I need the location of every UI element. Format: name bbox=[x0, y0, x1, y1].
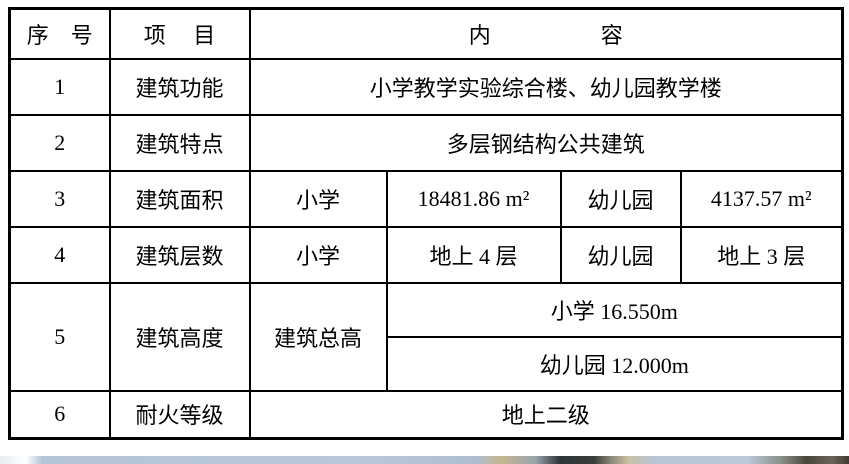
cell-serial-no: 3 bbox=[8, 169, 111, 228]
cell-sub-label-kindergarten: 幼儿园 bbox=[559, 225, 682, 284]
cell-content-value: 多层钢结构公共建筑 bbox=[248, 113, 844, 172]
cell-value-primary-school-storeys: 地上 4 层 bbox=[385, 225, 562, 284]
cell-sub-label-total-height: 建筑总高 bbox=[248, 281, 388, 392]
table-row-building-height: 5 建筑高度 建筑总高 小学 16.550m bbox=[8, 281, 844, 392]
cell-content-value: 小学教学实验综合楼、幼儿园教学楼 bbox=[248, 57, 844, 116]
table-row-building-function: 1 建筑功能 小学教学实验综合楼、幼儿园教学楼 bbox=[8, 57, 844, 116]
cell-value-kindergarten-height: 幼儿园 12.000m bbox=[385, 335, 844, 392]
cell-item-label: 建筑面积 bbox=[108, 169, 251, 228]
cell-serial-no: 4 bbox=[8, 225, 111, 284]
cell-item-label: 建筑特点 bbox=[108, 113, 251, 172]
cell-item-label: 建筑层数 bbox=[108, 225, 251, 284]
cell-serial-no: 5 bbox=[8, 281, 111, 392]
header-cell-content: 内 容 bbox=[248, 7, 844, 60]
cell-content-value: 地上二级 bbox=[248, 389, 844, 440]
cell-serial-no: 6 bbox=[8, 389, 111, 440]
cell-sub-label-primary-school: 小学 bbox=[248, 169, 388, 228]
table-row-building-storeys: 4 建筑层数 小学 地上 4 层 幼儿园 地上 3 层 bbox=[8, 225, 844, 284]
cell-item-label: 建筑功能 bbox=[108, 57, 251, 116]
cell-value-kindergarten-storeys: 地上 3 层 bbox=[679, 225, 844, 284]
cell-serial-no: 2 bbox=[8, 113, 111, 172]
background-photo-strip bbox=[0, 456, 849, 464]
table-header-row: 序 号 项 目 内 容 bbox=[8, 7, 844, 60]
building-info-table: 序 号 项 目 内 容 1 建筑功能 小学教学实验综合楼、幼儿园教学楼 2 建筑… bbox=[8, 7, 845, 440]
cell-item-label: 建筑高度 bbox=[108, 281, 251, 392]
header-cell-item: 项 目 bbox=[108, 7, 251, 60]
table-row-fire-rating: 6 耐火等级 地上二级 bbox=[8, 389, 844, 440]
cell-item-label: 耐火等级 bbox=[108, 389, 251, 440]
table-row-building-height-sub: 幼儿园 12.000m bbox=[10, 335, 844, 392]
cell-value-primary-school-height: 小学 16.550m bbox=[385, 281, 844, 338]
cell-serial-no: 1 bbox=[8, 57, 111, 116]
header-cell-serial-no: 序 号 bbox=[8, 7, 111, 60]
cell-value-kindergarten-area: 4137.57 m² bbox=[679, 169, 844, 228]
cell-sub-label-primary-school: 小学 bbox=[248, 225, 388, 284]
cell-sub-label-kindergarten: 幼儿园 bbox=[559, 169, 682, 228]
table-row-building-characteristics: 2 建筑特点 多层钢结构公共建筑 bbox=[8, 113, 844, 172]
cell-value-primary-school-area: 18481.86 m² bbox=[385, 169, 562, 228]
table-row-building-area: 3 建筑面积 小学 18481.86 m² 幼儿园 4137.57 m² bbox=[8, 169, 844, 228]
